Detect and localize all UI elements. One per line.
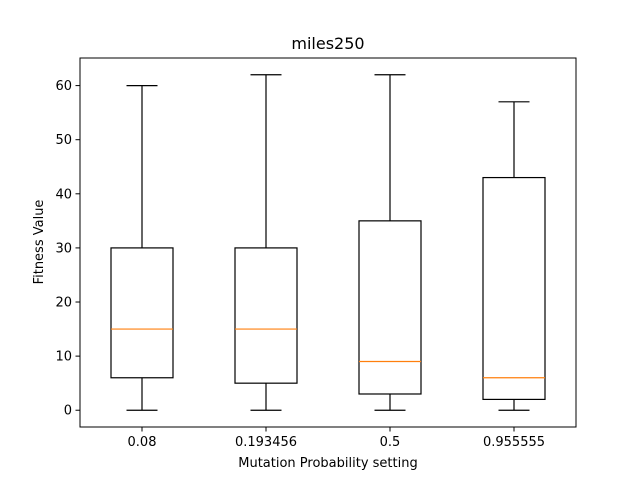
- box-group-3: [358, 74, 422, 411]
- box-group-4: [482, 101, 546, 411]
- y-tick-label: 10: [55, 350, 72, 365]
- y-axis-label: Fitness Value: [32, 200, 47, 285]
- box-iqr: [234, 247, 298, 384]
- y-tick-label: 20: [55, 296, 72, 311]
- chart-title: miles250: [291, 34, 364, 53]
- y-tick-label: 40: [55, 187, 72, 202]
- y-tick-label: 50: [55, 133, 72, 148]
- y-tick-label: 0: [64, 404, 72, 419]
- axes-frame: [79, 57, 577, 428]
- y-tick-label: 60: [55, 79, 72, 94]
- box-iqr: [358, 220, 422, 395]
- box-iqr: [110, 247, 174, 379]
- y-axis: 0 10 20 30 40 50 60: [55, 79, 80, 419]
- x-tick-label: 0.08: [128, 435, 157, 450]
- plot-area: [110, 74, 546, 411]
- y-tick-label: 30: [55, 241, 72, 256]
- box-iqr: [482, 176, 546, 401]
- x-tick-label: 0.955555: [483, 435, 545, 450]
- x-tick-label: 0.5: [380, 435, 401, 450]
- x-axis-label: Mutation Probability setting: [238, 456, 417, 471]
- x-axis: 0.08 0.193456 0.5 0.955555: [128, 427, 545, 450]
- x-tick-label: 0.193456: [235, 435, 297, 450]
- box-group-2: [234, 74, 298, 411]
- box-group-1: [110, 84, 174, 411]
